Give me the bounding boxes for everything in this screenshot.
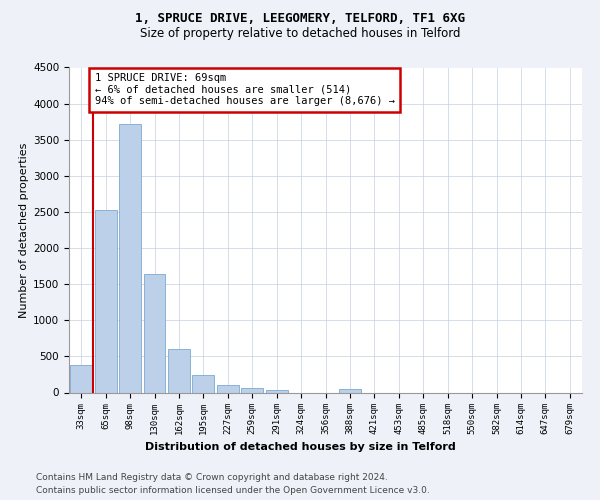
Bar [143,274,166,392]
Y-axis label: Number of detached properties: Number of detached properties [19,142,29,318]
Text: 1 SPRUCE DRIVE: 69sqm
← 6% of detached houses are smaller (514)
94% of semi-deta: 1 SPRUCE DRIVE: 69sqm ← 6% of detached h… [95,74,395,106]
Text: Contains HM Land Registry data © Crown copyright and database right 2024.: Contains HM Land Registry data © Crown c… [36,472,388,482]
Text: 1, SPRUCE DRIVE, LEEGOMERY, TELFORD, TF1 6XG: 1, SPRUCE DRIVE, LEEGOMERY, TELFORD, TF1… [135,12,465,26]
Bar [95,210,116,392]
Bar [70,365,92,392]
Bar [339,389,361,392]
Bar [193,375,214,392]
Bar [217,386,239,392]
Bar [266,390,287,392]
Bar [119,124,141,392]
Bar [241,388,263,392]
Text: Distribution of detached houses by size in Telford: Distribution of detached houses by size … [145,442,455,452]
Text: Contains public sector information licensed under the Open Government Licence v3: Contains public sector information licen… [36,486,430,495]
Bar [168,349,190,393]
Text: Size of property relative to detached houses in Telford: Size of property relative to detached ho… [140,28,460,40]
